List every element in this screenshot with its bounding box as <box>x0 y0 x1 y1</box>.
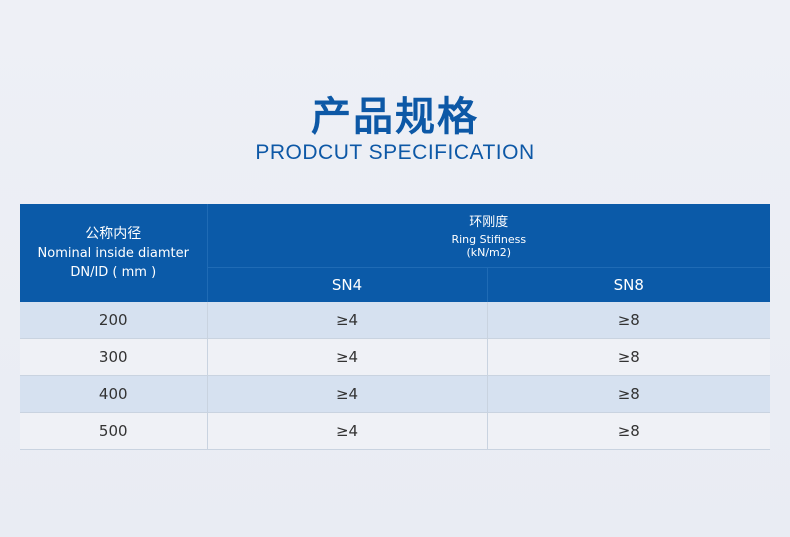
cell-sn8: ≥8 <box>486 338 771 376</box>
table-row: 500 ≥4 ≥8 <box>20 412 771 450</box>
cell-sn4: ≥4 <box>206 302 487 339</box>
cell-sn4: ≥4 <box>206 338 487 376</box>
cell-sn8: ≥8 <box>486 412 771 450</box>
page-title: 产品规格 <box>311 94 479 140</box>
page-subtitle: PRODCUT SPECIFICATION <box>255 141 535 164</box>
cell-sn8: ≥8 <box>486 375 771 413</box>
table-row: 400 ≥4 ≥8 <box>20 375 771 413</box>
cell-sn8: ≥8 <box>486 302 771 339</box>
cell-diameter: 300 <box>20 338 207 376</box>
header-ring-stiffness: 环刚度 Ring Stifiness (kN/m2) <box>207 204 771 268</box>
table-row: 300 ≥4 ≥8 <box>20 338 771 376</box>
header-nominal-diameter: 公称内径 Nominal inside diamter DN/ID ( mm ) <box>20 204 208 302</box>
cell-diameter: 200 <box>20 302 207 339</box>
spec-table: 公称内径 Nominal inside diamter DN/ID ( mm )… <box>20 204 771 450</box>
header-sn4: SN4 <box>207 267 487 302</box>
header-sn8: SN8 <box>486 267 771 302</box>
cell-sn4: ≥4 <box>206 375 487 413</box>
cell-diameter: 400 <box>20 375 207 413</box>
cell-sn4: ≥4 <box>206 412 487 450</box>
cell-diameter: 500 <box>20 412 207 450</box>
table-row: 200 ≥4 ≥8 <box>20 302 771 339</box>
